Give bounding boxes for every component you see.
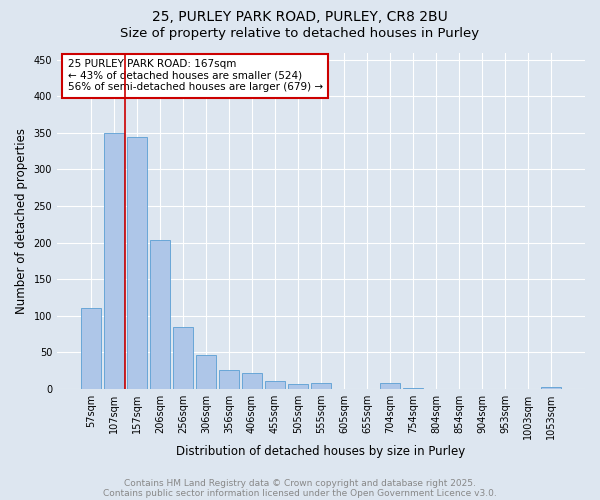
Bar xyxy=(173,326,193,388)
X-axis label: Distribution of detached houses by size in Purley: Distribution of detached houses by size … xyxy=(176,444,466,458)
Text: 25 PURLEY PARK ROAD: 167sqm
← 43% of detached houses are smaller (524)
56% of se: 25 PURLEY PARK ROAD: 167sqm ← 43% of det… xyxy=(68,59,323,92)
Bar xyxy=(150,240,170,388)
Bar xyxy=(311,383,331,388)
Bar xyxy=(81,308,101,388)
Y-axis label: Number of detached properties: Number of detached properties xyxy=(15,128,28,314)
Bar xyxy=(242,374,262,388)
Text: Size of property relative to detached houses in Purley: Size of property relative to detached ho… xyxy=(121,28,479,40)
Bar xyxy=(219,370,239,388)
Bar xyxy=(196,355,216,388)
Bar xyxy=(104,133,124,388)
Text: 25, PURLEY PARK ROAD, PURLEY, CR8 2BU: 25, PURLEY PARK ROAD, PURLEY, CR8 2BU xyxy=(152,10,448,24)
Text: Contains HM Land Registry data © Crown copyright and database right 2025.: Contains HM Land Registry data © Crown c… xyxy=(124,478,476,488)
Bar xyxy=(127,136,146,388)
Bar xyxy=(265,382,285,388)
Bar xyxy=(380,383,400,388)
Bar xyxy=(541,386,561,388)
Text: Contains public sector information licensed under the Open Government Licence v3: Contains public sector information licen… xyxy=(103,488,497,498)
Bar xyxy=(288,384,308,388)
